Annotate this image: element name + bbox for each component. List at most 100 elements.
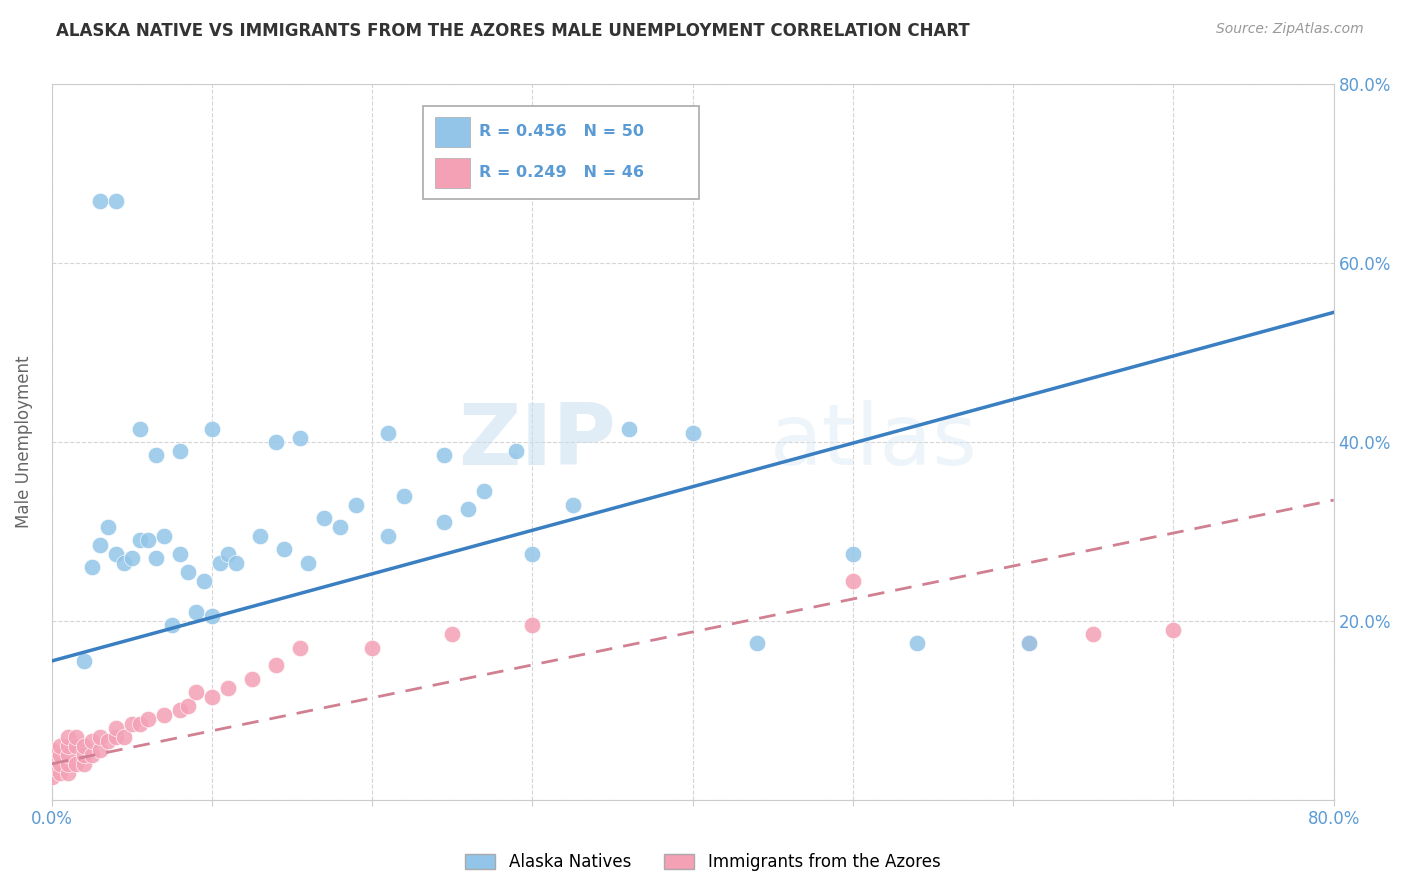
Point xyxy=(682,425,704,440)
Point xyxy=(73,747,96,762)
Point xyxy=(273,542,295,557)
Point xyxy=(89,538,111,552)
Point xyxy=(169,703,191,717)
Point xyxy=(104,721,127,735)
Point xyxy=(457,502,479,516)
Point xyxy=(112,730,135,744)
Point xyxy=(433,449,456,463)
Point xyxy=(160,618,183,632)
Point xyxy=(49,739,72,753)
Point xyxy=(745,636,768,650)
Point xyxy=(193,574,215,588)
Point xyxy=(264,434,287,449)
Point xyxy=(177,565,200,579)
Point xyxy=(136,712,159,726)
Point xyxy=(97,520,120,534)
Point xyxy=(201,690,224,704)
Point xyxy=(288,430,311,444)
Point xyxy=(842,574,865,588)
Point xyxy=(201,609,224,624)
Point xyxy=(1018,636,1040,650)
Point xyxy=(80,747,103,762)
Point xyxy=(441,627,464,641)
Y-axis label: Male Unemployment: Male Unemployment xyxy=(15,356,32,528)
Point xyxy=(49,756,72,771)
Point xyxy=(394,489,416,503)
Point xyxy=(474,484,496,499)
Point xyxy=(208,556,231,570)
Point xyxy=(89,194,111,208)
Point xyxy=(89,743,111,757)
Point xyxy=(297,556,319,570)
Point xyxy=(41,743,63,757)
Point xyxy=(136,533,159,548)
Point xyxy=(56,765,79,780)
Point xyxy=(249,529,271,543)
Point xyxy=(361,640,384,655)
Point xyxy=(225,556,247,570)
Point xyxy=(80,560,103,574)
Text: ALASKA NATIVE VS IMMIGRANTS FROM THE AZORES MALE UNEMPLOYMENT CORRELATION CHART: ALASKA NATIVE VS IMMIGRANTS FROM THE AZO… xyxy=(56,22,970,40)
Point xyxy=(522,618,544,632)
Point xyxy=(1018,636,1040,650)
Point xyxy=(56,747,79,762)
Point xyxy=(153,529,176,543)
Point xyxy=(97,734,120,748)
Point xyxy=(377,529,399,543)
Point xyxy=(240,672,263,686)
Point xyxy=(41,752,63,766)
Point xyxy=(905,636,928,650)
Point xyxy=(73,739,96,753)
Point xyxy=(128,716,150,731)
Point xyxy=(56,739,79,753)
Point xyxy=(344,498,367,512)
Text: ZIP: ZIP xyxy=(458,401,616,483)
Point xyxy=(153,707,176,722)
Point xyxy=(89,730,111,744)
Point xyxy=(104,194,127,208)
Point xyxy=(104,730,127,744)
Point xyxy=(49,747,72,762)
Point xyxy=(145,449,167,463)
Point xyxy=(433,516,456,530)
Point xyxy=(41,770,63,784)
Point xyxy=(217,547,239,561)
Point xyxy=(56,756,79,771)
Point xyxy=(121,551,143,566)
Point xyxy=(184,685,207,699)
Point xyxy=(314,511,336,525)
Point xyxy=(104,547,127,561)
Point xyxy=(145,551,167,566)
Point xyxy=(377,425,399,440)
Text: atlas: atlas xyxy=(769,401,977,483)
Point xyxy=(65,730,87,744)
Text: Source: ZipAtlas.com: Source: ZipAtlas.com xyxy=(1216,22,1364,37)
Point xyxy=(264,658,287,673)
Point xyxy=(184,605,207,619)
Point xyxy=(505,444,527,458)
Point xyxy=(41,761,63,775)
Point xyxy=(1163,623,1185,637)
Point xyxy=(73,756,96,771)
Point xyxy=(56,730,79,744)
Point xyxy=(1083,627,1105,641)
Point xyxy=(329,520,352,534)
Point xyxy=(169,547,191,561)
Point xyxy=(65,756,87,771)
Point xyxy=(288,640,311,655)
Point xyxy=(617,421,640,435)
Legend: Alaska Natives, Immigrants from the Azores: Alaska Natives, Immigrants from the Azor… xyxy=(457,845,949,880)
Point xyxy=(73,654,96,668)
Point xyxy=(561,498,583,512)
Point xyxy=(128,533,150,548)
Point xyxy=(112,556,135,570)
Point xyxy=(522,547,544,561)
Point xyxy=(842,547,865,561)
Point xyxy=(65,739,87,753)
Point xyxy=(217,681,239,695)
Point xyxy=(121,716,143,731)
Point xyxy=(201,421,224,435)
Point xyxy=(80,734,103,748)
Point xyxy=(177,698,200,713)
Point xyxy=(169,444,191,458)
